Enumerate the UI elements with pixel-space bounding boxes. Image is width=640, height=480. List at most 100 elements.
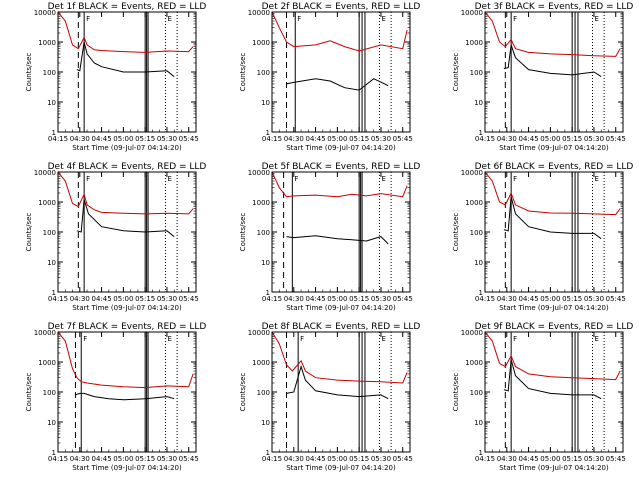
marker-lines xyxy=(504,332,605,452)
x-tick-label: 05:45 xyxy=(393,135,413,143)
x-tick-label: 04:15 xyxy=(475,135,495,143)
x-tick-label: 05:45 xyxy=(179,455,199,463)
y-tick-label: 10 xyxy=(474,259,483,267)
marker-letter: F xyxy=(300,335,304,343)
series-group xyxy=(58,332,194,401)
marker-lines xyxy=(504,12,605,132)
y-tick-label: 1000 xyxy=(465,359,483,367)
series-line-red xyxy=(58,172,194,215)
series-line-red xyxy=(485,172,621,216)
marker-lines xyxy=(77,172,178,292)
series-line-black xyxy=(503,196,602,240)
y-tick-label: 1000 xyxy=(252,199,270,207)
x-tick-label: 05:15 xyxy=(562,135,582,143)
y-tick-label: 10000 xyxy=(34,169,56,177)
y-axis-label: Counts/sec xyxy=(452,213,460,252)
series-line-black xyxy=(75,392,175,401)
x-tick-label: 05:30 xyxy=(584,455,604,463)
series-line-black xyxy=(76,41,175,77)
y-axis-label: Counts/sec xyxy=(25,373,33,412)
y-tick-label: 10 xyxy=(261,99,270,107)
y-tick-label: 1 xyxy=(52,289,56,297)
x-tick-label: 04:30 xyxy=(70,455,90,463)
y-axis-label: Counts/sec xyxy=(239,373,247,412)
detector-panel: Det 4f BLACK = Events, RED = LLD 1 10 100 10… xyxy=(25,162,206,312)
detector-panel: Det 8f BLACK = Events, RED = LLD 1 10 100 10… xyxy=(239,322,420,472)
x-tick-label: 04:45 xyxy=(91,455,111,463)
x-tick-label: 04:45 xyxy=(91,135,111,143)
x-tick-label: 04:15 xyxy=(475,455,495,463)
series-line-red xyxy=(58,332,194,389)
x-tick-label: 05:30 xyxy=(157,295,177,303)
y-tick-label: 100 xyxy=(43,389,56,397)
y-tick-label: 10000 xyxy=(248,329,270,337)
detector-panel: Det 5f BLACK = Events, RED = LLD 1 10 100 10… xyxy=(239,162,420,312)
x-tick-label: 05:30 xyxy=(584,295,604,303)
x-tick-label: 04:15 xyxy=(262,295,282,303)
detector-panel: Det 9f BLACK = Events, RED = LLD 1 10 100 10… xyxy=(452,322,633,472)
series-group xyxy=(485,332,621,400)
plot-frame xyxy=(57,11,197,133)
x-tick-label: 05:30 xyxy=(584,135,604,143)
marker-letter: E xyxy=(381,175,385,183)
y-tick-label: 1 xyxy=(479,449,483,457)
marker-letter: E xyxy=(167,15,171,23)
x-tick-label: 05:00 xyxy=(540,295,560,303)
series-group xyxy=(272,332,408,400)
y-tick-label: 100 xyxy=(257,389,270,397)
y-tick-label: 1 xyxy=(52,129,56,137)
x-tick-label: 05:15 xyxy=(135,135,155,143)
panel-title: Det 5f BLACK = Events, RED = LLD xyxy=(262,162,421,172)
x-tick-label: 04:30 xyxy=(497,135,517,143)
x-axis-label: Start Time (09-Jul-07 04:14:20) xyxy=(499,304,609,312)
x-tick-label: 05:15 xyxy=(562,295,582,303)
y-tick-label: 100 xyxy=(43,69,56,77)
x-tick-label: 05:45 xyxy=(179,135,199,143)
y-tick-label: 10 xyxy=(47,99,56,107)
y-tick-label: 10 xyxy=(261,419,270,427)
x-tick-label: 04:30 xyxy=(284,135,304,143)
x-tick-label: 05:45 xyxy=(606,135,626,143)
series-line-red xyxy=(485,12,621,57)
x-tick-label: 05:00 xyxy=(113,135,133,143)
y-tick-label: 10 xyxy=(261,259,270,267)
marker-letter: E xyxy=(167,175,171,183)
marker-lines xyxy=(74,332,178,452)
marker-letter: F xyxy=(297,15,301,23)
series-group xyxy=(485,172,621,240)
series-group xyxy=(272,12,408,91)
plot-frame xyxy=(484,11,624,133)
y-tick-label: 1 xyxy=(266,449,270,457)
y-axis-label: Counts/sec xyxy=(25,213,33,252)
y-tick-label: 10 xyxy=(474,99,483,107)
y-tick-label: 100 xyxy=(470,389,483,397)
x-tick-label: 04:45 xyxy=(305,455,325,463)
y-tick-label: 10000 xyxy=(248,169,270,177)
x-tick-label: 05:00 xyxy=(327,455,347,463)
x-tick-label: 05:00 xyxy=(540,455,560,463)
marker-letter: F xyxy=(294,175,298,183)
x-tick-label: 04:45 xyxy=(91,295,111,303)
y-tick-label: 1 xyxy=(266,289,270,297)
marker-lines xyxy=(286,332,392,452)
y-tick-label: 1000 xyxy=(252,359,270,367)
series-group xyxy=(485,12,621,78)
x-tick-label: 05:30 xyxy=(371,295,391,303)
x-tick-label: 05:45 xyxy=(393,455,413,463)
panel-title: Det 7f BLACK = Events, RED = LLD xyxy=(48,322,207,332)
y-tick-label: 1 xyxy=(266,129,270,137)
plot-frame xyxy=(271,331,411,453)
x-tick-label: 04:30 xyxy=(497,295,517,303)
panel-title: Det 1f BLACK = Events, RED = LLD xyxy=(48,2,207,12)
marker-lines xyxy=(286,12,392,132)
x-tick-label: 04:15 xyxy=(262,455,282,463)
x-tick-label: 05:00 xyxy=(327,295,347,303)
detector-panel: Det 6f BLACK = Events, RED = LLD 1 10 100 10… xyxy=(452,162,633,312)
x-tick-label: 05:00 xyxy=(327,135,347,143)
panel-title: Det 4f BLACK = Events, RED = LLD xyxy=(48,162,207,172)
marker-letter: E xyxy=(381,15,385,23)
x-tick-label: 05:15 xyxy=(135,455,155,463)
panel-title: Det 2f BLACK = Events, RED = LLD xyxy=(262,2,421,12)
plot-frame xyxy=(57,171,197,293)
y-tick-label: 10 xyxy=(47,419,56,427)
